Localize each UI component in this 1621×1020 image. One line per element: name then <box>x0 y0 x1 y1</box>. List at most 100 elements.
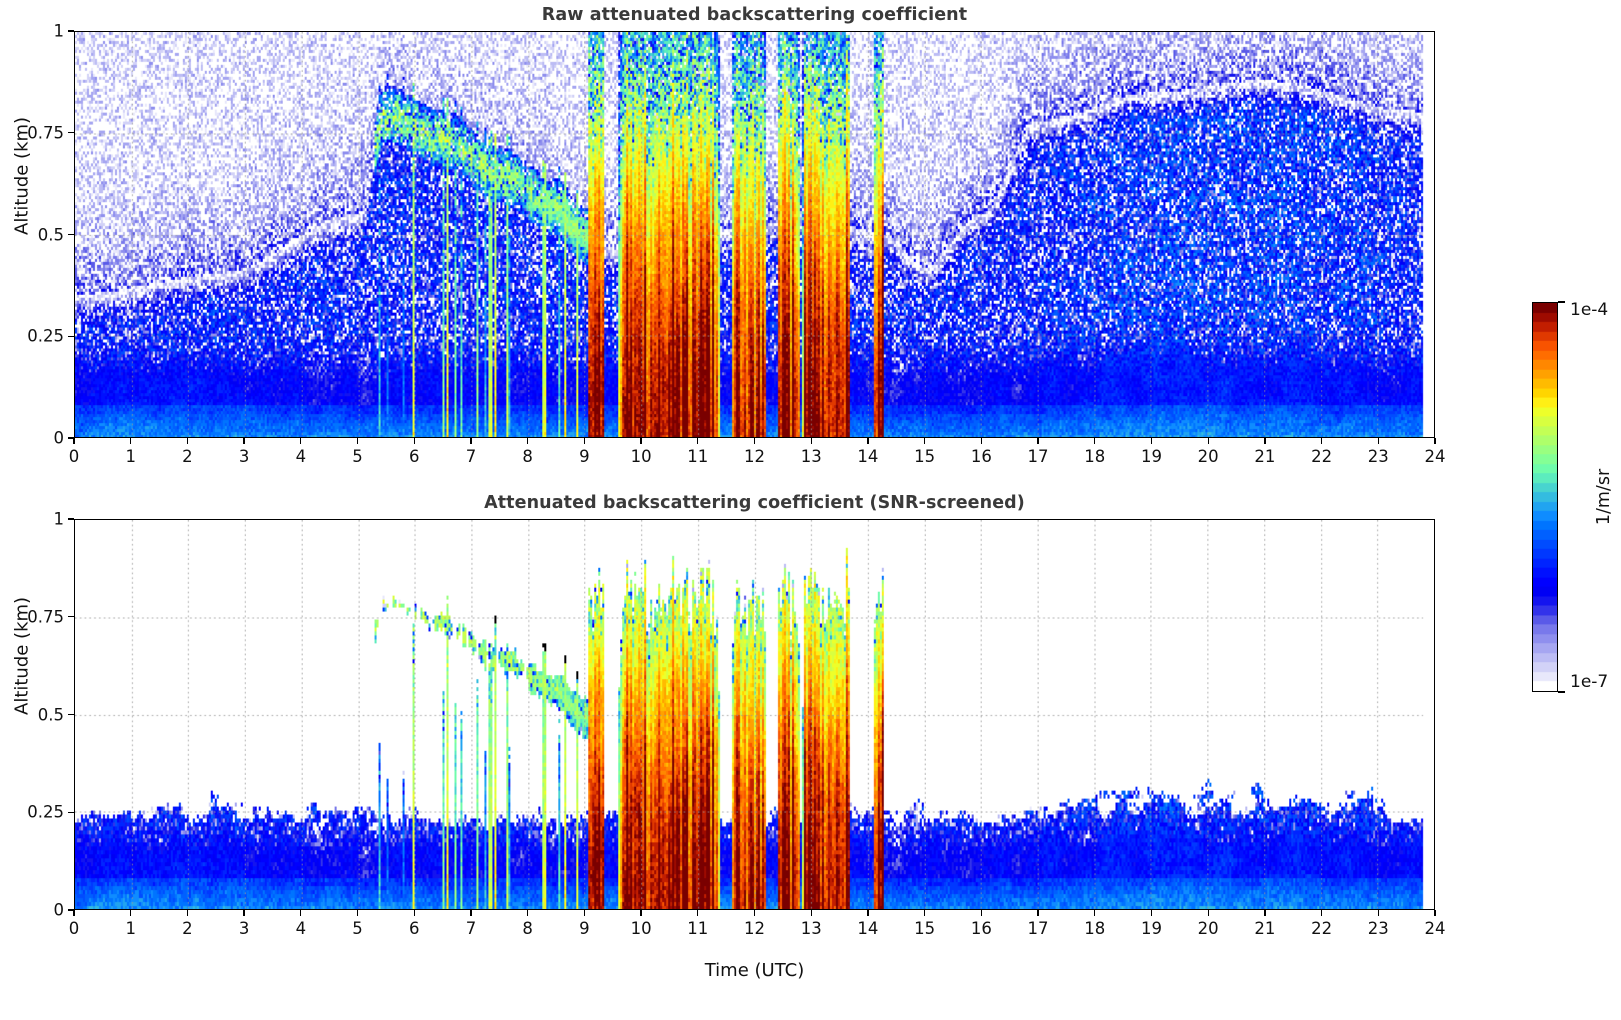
colorbar-unit-label: 1/m/sr <box>1594 468 1614 526</box>
x-tick-mark <box>73 910 75 916</box>
x-tick-mark <box>527 438 529 444</box>
x-tick-label: 14 <box>857 447 879 466</box>
x-tick-label: 13 <box>800 447 822 466</box>
x-tick-label: 17 <box>1027 919 1049 938</box>
y-tick-label: 0.25 <box>27 802 64 822</box>
x-tick-label: 3 <box>238 447 250 466</box>
colorbar-max-label: 1e-4 <box>1570 300 1609 320</box>
x-tick-label: 1 <box>125 447 136 466</box>
x-tick-mark <box>413 438 415 444</box>
x-tick-label: 20 <box>1197 447 1219 466</box>
y-tick-mark <box>68 713 74 716</box>
x-tick-mark <box>1207 438 1209 444</box>
x-tick-mark <box>1320 438 1323 444</box>
x-tick-mark <box>130 438 132 444</box>
x-tick-label: 24 <box>1424 447 1446 466</box>
x-tick-label: 14 <box>857 919 879 938</box>
x-tick-label: 24 <box>1424 919 1446 938</box>
x-tick-label: 0 <box>68 919 80 938</box>
x-tick-label: 17 <box>1027 447 1049 466</box>
x-tick-mark <box>1150 438 1153 444</box>
x-tick-label: 22 <box>1311 919 1333 938</box>
x-tick-label: 21 <box>1254 919 1276 938</box>
x-tick-label: 15 <box>914 447 936 466</box>
y-tick-label: 0.75 <box>27 607 64 627</box>
colorbar-min-tick <box>1558 691 1565 693</box>
panel-raw-heatmap <box>75 32 1434 437</box>
x-tick-label: 7 <box>465 447 477 466</box>
x-tick-mark <box>1264 910 1266 916</box>
panel-raw-plot-area[interactable] <box>74 31 1435 438</box>
x-tick-label: 12 <box>744 919 765 938</box>
x-tick-mark <box>980 910 982 916</box>
x-tick-mark <box>243 910 245 916</box>
x-tick-mark <box>753 438 756 444</box>
x-tick-label: 18 <box>1084 447 1106 466</box>
x-tick-label: 23 <box>1367 919 1389 938</box>
x-tick-mark <box>1377 910 1379 916</box>
x-tick-label: 10 <box>630 447 652 466</box>
x-tick-label: 5 <box>352 447 363 466</box>
y-tick-mark <box>68 132 74 134</box>
x-tick-mark <box>1434 438 1436 444</box>
x-tick-mark <box>1037 910 1039 916</box>
x-tick-label: 20 <box>1197 919 1219 938</box>
x-tick-mark <box>1264 438 1266 444</box>
x-tick-mark <box>923 438 926 444</box>
x-tick-label: 8 <box>522 919 533 938</box>
colorbar-max-tick <box>1558 301 1565 303</box>
x-tick-mark <box>1377 438 1379 444</box>
x-tick-label: 18 <box>1084 919 1106 938</box>
x-tick-mark <box>413 910 415 916</box>
x-tick-label: 4 <box>295 447 307 466</box>
x-tick-mark <box>810 910 812 916</box>
x-tick-label: 16 <box>970 919 992 938</box>
x-tick-mark <box>1037 438 1039 444</box>
panel-screened-plot-area[interactable] <box>74 519 1435 910</box>
x-tick-mark <box>1434 910 1436 916</box>
x-tick-label: 9 <box>579 919 590 938</box>
x-tick-mark <box>1207 910 1209 916</box>
x-tick-mark <box>923 910 926 916</box>
x-tick-label: 9 <box>579 447 590 466</box>
x-tick-label: 6 <box>409 919 420 938</box>
x-tick-label: 1 <box>125 919 136 938</box>
y-tick-label: 0.75 <box>27 123 64 143</box>
colorbar-min-label: 1e-7 <box>1570 672 1609 692</box>
y-tick-label: 0 <box>53 428 65 448</box>
y-tick-mark <box>68 437 74 439</box>
y-tick-label: 0 <box>53 900 65 920</box>
y-tick-label: 0.25 <box>27 326 64 346</box>
x-tick-label: 11 <box>687 919 709 938</box>
x-tick-mark <box>300 438 302 444</box>
x-tick-mark <box>1094 910 1096 916</box>
x-tick-label: 5 <box>352 919 363 938</box>
y-tick-mark <box>68 616 74 618</box>
x-tick-label: 6 <box>409 447 420 466</box>
x-axis-label: Time (UTC) <box>704 960 805 981</box>
y-tick-mark <box>68 30 74 32</box>
x-tick-label: 3 <box>238 919 250 938</box>
panel-screened-heatmap <box>75 520 1434 909</box>
x-tick-mark <box>243 438 245 444</box>
y-tick-label: 1 <box>53 509 65 529</box>
panel-screened-title: Attenuated backscattering coefficient (S… <box>484 493 1025 513</box>
x-tick-label: 2 <box>182 919 193 938</box>
x-tick-mark <box>810 438 812 444</box>
y-tick-mark <box>68 335 74 337</box>
x-tick-label: 16 <box>970 447 992 466</box>
colorbar-gradient[interactable] <box>1532 302 1558 692</box>
x-tick-mark <box>186 438 189 444</box>
x-tick-label: 4 <box>295 919 307 938</box>
x-tick-mark <box>356 438 359 444</box>
y-tick-mark <box>68 518 74 520</box>
y-tick-label: 0.5 <box>37 705 64 724</box>
x-tick-mark <box>186 910 189 916</box>
x-tick-label: 21 <box>1254 447 1276 466</box>
x-tick-mark <box>1094 438 1096 444</box>
y-tick-label: 0.5 <box>37 225 64 244</box>
x-tick-label: 2 <box>182 447 193 466</box>
y-tick-mark <box>68 909 74 911</box>
x-tick-mark <box>73 438 75 444</box>
